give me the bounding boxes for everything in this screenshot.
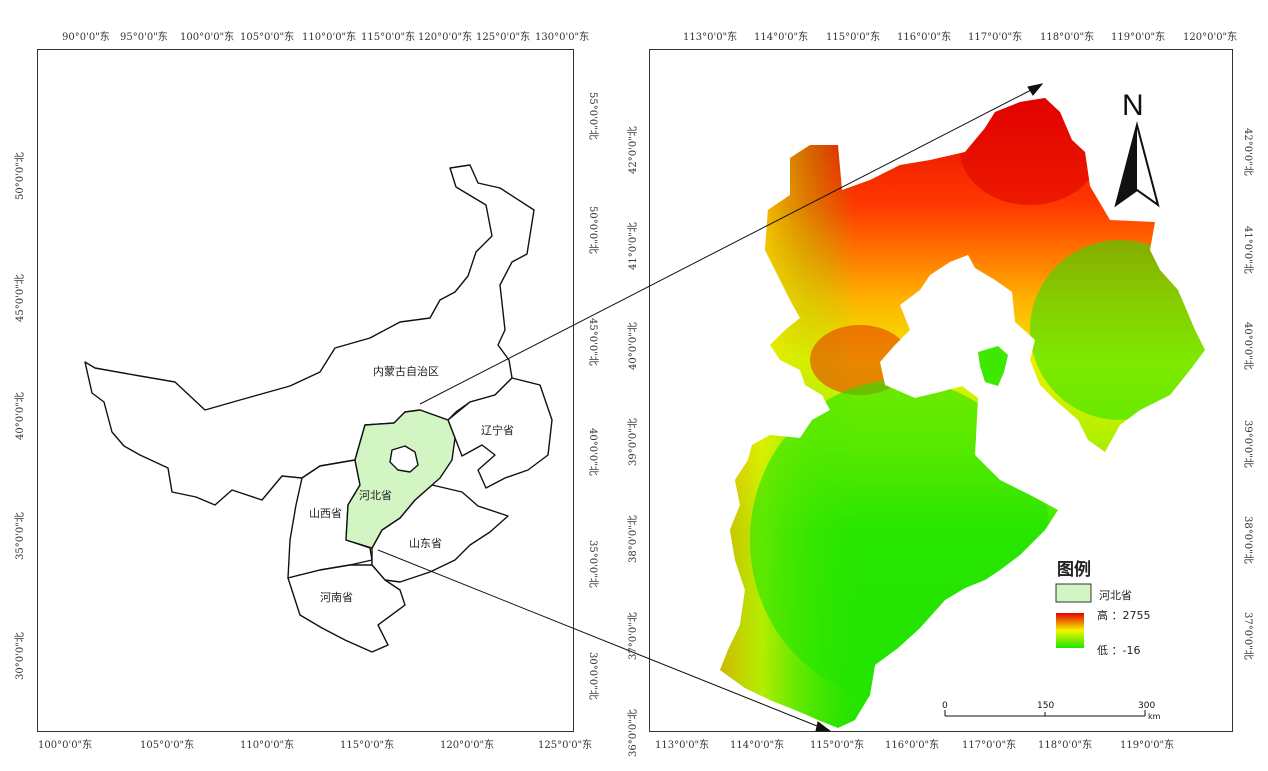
label-neimenggu: 内蒙古自治区 xyxy=(373,364,439,378)
tick-label: 113°0'0"东 xyxy=(683,32,738,43)
label-hebei: 河北省 xyxy=(359,489,392,502)
scale-label-0: 0 xyxy=(942,701,948,711)
province-henan xyxy=(287,564,406,653)
tick-label: 117°0'0"东 xyxy=(968,32,1023,43)
connector-arrows xyxy=(377,83,1044,732)
tick-label: 110°0'0"东 xyxy=(302,32,357,43)
north-arrow: N xyxy=(1114,89,1160,208)
province-neimenggu xyxy=(84,164,535,506)
tick-label: 113°0'0"东 xyxy=(655,740,710,751)
scale-label-300: 300 xyxy=(1138,701,1155,711)
tick-label: 110°0'0"东 xyxy=(240,740,295,751)
tick-label: 119°0'0"东 xyxy=(1111,32,1166,43)
tick-label: 120°0'0"东 xyxy=(418,32,473,43)
tick-label: 100°0'0"东 xyxy=(180,32,235,43)
tick-label: 90°0'0"东 xyxy=(62,32,110,43)
scale-bar xyxy=(944,710,1146,717)
tick-label: 105°0'0"东 xyxy=(140,740,195,751)
tick-label: 115°0'0"东 xyxy=(826,32,881,43)
tick-label: 117°0'0"东 xyxy=(962,740,1017,751)
legend-hebei-swatch xyxy=(1055,583,1092,603)
tick-label: 130°0'0"东 xyxy=(535,32,590,43)
label-shanxi: 山西省 xyxy=(309,507,342,520)
beijing-tianjin xyxy=(389,445,419,473)
dem-island xyxy=(978,346,1008,386)
label-liaoning: 辽宁省 xyxy=(481,423,514,437)
tick-label: 100°0'0"东 xyxy=(38,740,93,751)
legend-low-label: 低 ：-16 xyxy=(1097,644,1141,657)
tick-label: 115°0'0"东 xyxy=(810,740,865,751)
legend-dem-ramp xyxy=(1056,613,1084,648)
label-shandong: 山东省 xyxy=(409,537,442,550)
tick-label: 95°0'0"东 xyxy=(120,32,168,43)
legend-hebei-label: 河北省 xyxy=(1099,589,1132,602)
tick-label: 115°0'0"东 xyxy=(340,740,395,751)
tick-label: 125°0'0"东 xyxy=(538,740,593,751)
tick-label: 120°0'0"东 xyxy=(440,740,495,751)
legend-high-label: 高 ：2755 xyxy=(1097,609,1151,622)
province-liaoning xyxy=(447,377,553,489)
tick-label: 105°0'0"东 xyxy=(240,32,295,43)
tick-label: 125°0'0"东 xyxy=(476,32,531,43)
tick-label: 119°0'0"东 xyxy=(1120,740,1175,751)
scale-unit: km xyxy=(1148,712,1161,721)
tick-label: 114°0'0"东 xyxy=(754,32,809,43)
tick-label: 118°0'0"东 xyxy=(1038,740,1093,751)
tick-label: 115°0'0"东 xyxy=(361,32,416,43)
tick-label: 116°0'0"东 xyxy=(897,32,952,43)
province-hebei xyxy=(345,409,456,549)
label-henan: 河南省 xyxy=(320,591,353,604)
tick-label: 120°0'0"东 xyxy=(1183,32,1238,43)
north-label: N xyxy=(1122,89,1144,122)
tick-label: 116°0'0"东 xyxy=(885,740,940,751)
tick-label: 114°0'0"东 xyxy=(730,740,785,751)
scale-label-150: 150 xyxy=(1037,701,1054,711)
tick-label: 118°0'0"东 xyxy=(1040,32,1095,43)
legend-title: 图例 xyxy=(1057,560,1091,580)
